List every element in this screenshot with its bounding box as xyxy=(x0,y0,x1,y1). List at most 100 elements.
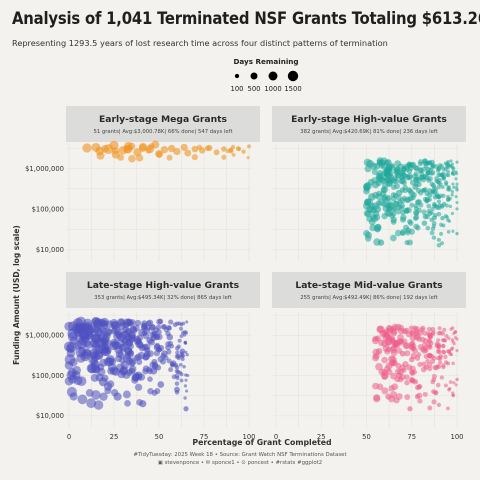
scatter-point xyxy=(375,362,383,371)
scatter-point xyxy=(128,154,136,163)
scatter-point xyxy=(381,371,389,380)
scatter-point xyxy=(174,368,180,374)
scatter-point xyxy=(364,235,372,242)
caption-source: #TidyTuesday: 2025 Week 18 • Source: Gra… xyxy=(133,452,347,458)
scatter-point xyxy=(124,399,131,407)
scatter-point xyxy=(422,158,428,164)
scatter-point xyxy=(393,397,400,404)
scatter-point xyxy=(412,379,419,385)
legend-key-circle xyxy=(234,73,240,79)
scatter-point xyxy=(134,319,142,327)
scatter-point xyxy=(184,378,188,382)
scatter-point xyxy=(381,194,388,200)
scatter-point xyxy=(413,215,419,221)
scatter-point xyxy=(160,324,167,330)
scatter-point xyxy=(175,345,180,351)
scatter-point xyxy=(451,182,455,186)
scatter-point xyxy=(436,172,442,178)
scatter-point xyxy=(422,330,428,336)
scatter-point xyxy=(139,400,147,408)
scatter-point xyxy=(399,177,406,184)
x-tick-label: 50 xyxy=(362,433,371,441)
scatter-point xyxy=(373,163,381,170)
scatter-point xyxy=(435,364,440,369)
scatter-point xyxy=(445,173,449,177)
scatter-point xyxy=(104,387,112,395)
scatter-point xyxy=(91,317,100,326)
scatter-point xyxy=(182,330,186,334)
scatter-point xyxy=(454,172,459,176)
scatter-point xyxy=(451,229,455,233)
scatter-point xyxy=(221,154,227,160)
scatter-point xyxy=(381,330,388,337)
scatter-point xyxy=(390,196,397,202)
scatter-point xyxy=(378,159,386,167)
scatter-point xyxy=(427,338,433,344)
scatter-point xyxy=(410,346,417,352)
scatter-point xyxy=(417,398,423,404)
legend-key-circle xyxy=(268,71,278,81)
scatter-point xyxy=(375,223,382,231)
scatter-point xyxy=(381,212,388,220)
scatter-point xyxy=(431,399,437,405)
scatter-point xyxy=(438,354,443,359)
scatter-point xyxy=(155,324,162,331)
scatter-point xyxy=(231,152,236,157)
scatter-point xyxy=(128,367,136,375)
scatter-point xyxy=(72,318,84,329)
scatter-point xyxy=(446,187,450,192)
scatter-point xyxy=(432,194,438,200)
scatter-point xyxy=(385,324,393,332)
scatter-point xyxy=(120,361,129,370)
scatter-point xyxy=(390,192,397,198)
scatter-point xyxy=(395,209,401,215)
scatter-point xyxy=(166,324,172,331)
caption-social: ▣ stevenponce • ✉ sponce1 • ⊙ poncest • … xyxy=(157,460,323,466)
scatter-point xyxy=(436,237,441,242)
y-tick-label: $1,000,000 xyxy=(25,165,64,173)
panel-title: Early-stage High-value Grants xyxy=(291,114,447,125)
scatter-point xyxy=(128,357,137,366)
scatter-point xyxy=(420,187,426,193)
scatter-point xyxy=(422,213,428,220)
scatter-point xyxy=(436,402,442,407)
scatter-point xyxy=(450,211,455,216)
scatter-point xyxy=(390,330,397,337)
scatter-point xyxy=(452,185,456,189)
scatter-point xyxy=(179,372,184,377)
scatter-point xyxy=(384,166,391,173)
scatter-point xyxy=(403,342,411,349)
scatter-point xyxy=(420,325,426,331)
scatter-point xyxy=(375,172,383,180)
scatter-point xyxy=(452,381,456,385)
scatter-point xyxy=(393,200,400,208)
scatter-point xyxy=(230,144,236,150)
scatter-point xyxy=(182,333,187,337)
scatter-point xyxy=(423,364,429,370)
scatter-point xyxy=(185,353,189,357)
scatter-point xyxy=(390,206,397,213)
scatter-point xyxy=(122,390,131,399)
y-tick-label: $100,000 xyxy=(32,205,64,213)
scatter-point xyxy=(109,341,119,351)
scatter-point xyxy=(385,180,393,188)
scatter-point xyxy=(375,335,382,342)
scatter-point xyxy=(441,176,446,181)
scatter-point xyxy=(69,336,78,345)
scatter-point xyxy=(435,382,441,388)
scatter-point xyxy=(167,144,176,153)
y-tick-label: $10,000 xyxy=(36,246,64,254)
scatter-point xyxy=(427,405,433,411)
scatter-point xyxy=(371,180,380,189)
scatter-point xyxy=(185,389,189,393)
scatter-point xyxy=(124,339,133,348)
scatter-point xyxy=(213,149,220,156)
x-tick-label: 0 xyxy=(67,433,71,441)
scatter-point xyxy=(366,159,375,168)
scatter-point xyxy=(417,361,423,367)
scatter-point xyxy=(413,223,420,230)
scatter-point xyxy=(427,344,433,350)
scatter-point xyxy=(434,176,440,181)
scatter-point xyxy=(381,387,389,395)
scatter-point xyxy=(436,184,442,190)
